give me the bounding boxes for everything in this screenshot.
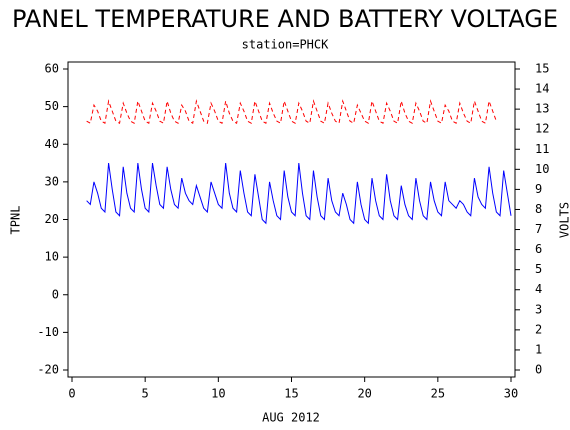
y2-tick-label: 0 bbox=[535, 363, 542, 377]
y2-tick-label: 10 bbox=[535, 162, 549, 176]
series-line bbox=[86, 99, 497, 124]
y2-tick-label: 4 bbox=[535, 282, 542, 296]
y2-tick-label: 11 bbox=[535, 142, 549, 156]
chart-subtitle: station=PHCK bbox=[242, 38, 329, 52]
y-tick-label: 50 bbox=[45, 99, 59, 113]
x-tick-label: 10 bbox=[211, 387, 225, 401]
y-tick-label: 60 bbox=[45, 62, 59, 76]
y-tick-label: 30 bbox=[45, 174, 59, 188]
y2-tick-label: 2 bbox=[535, 322, 542, 336]
y-tick-label: 10 bbox=[45, 250, 59, 264]
series-line bbox=[86, 162, 512, 225]
y2-tick-label: 7 bbox=[535, 222, 542, 236]
y-axis-label: TPNL bbox=[9, 206, 23, 235]
x-tick-label: 30 bbox=[504, 387, 518, 401]
x-tick-label: 5 bbox=[142, 387, 149, 401]
y-tick-label: 20 bbox=[45, 212, 59, 226]
y2-tick-label: 5 bbox=[535, 262, 542, 276]
x-tick-label: 15 bbox=[284, 387, 298, 401]
y-tick-label: 40 bbox=[45, 137, 59, 151]
y2-tick-label: 3 bbox=[535, 302, 542, 316]
y2-tick-label: 6 bbox=[535, 242, 542, 256]
y2-tick-label: 9 bbox=[535, 182, 542, 196]
y2-tick-label: 13 bbox=[535, 102, 549, 116]
x-axis-label: AUG 2012 bbox=[262, 411, 320, 425]
y2-tick-label: 12 bbox=[535, 122, 549, 136]
y-tick-label: 0 bbox=[52, 287, 59, 301]
y-tick-label: -20 bbox=[37, 363, 59, 377]
chart-title: PANEL TEMPERATURE AND BATTERY VOLTAGE bbox=[12, 5, 558, 33]
y2-tick-label: 8 bbox=[535, 202, 542, 216]
y2-tick-label: 15 bbox=[535, 62, 549, 76]
x-tick-label: 25 bbox=[431, 387, 445, 401]
x-tick-label: 20 bbox=[357, 387, 371, 401]
y2-tick-label: 14 bbox=[535, 82, 549, 96]
y-tick-label: -10 bbox=[37, 325, 59, 339]
y2-axis-label: VOLTS bbox=[558, 202, 570, 238]
x-tick-label: 0 bbox=[68, 387, 75, 401]
y2-tick-label: 1 bbox=[535, 342, 542, 356]
